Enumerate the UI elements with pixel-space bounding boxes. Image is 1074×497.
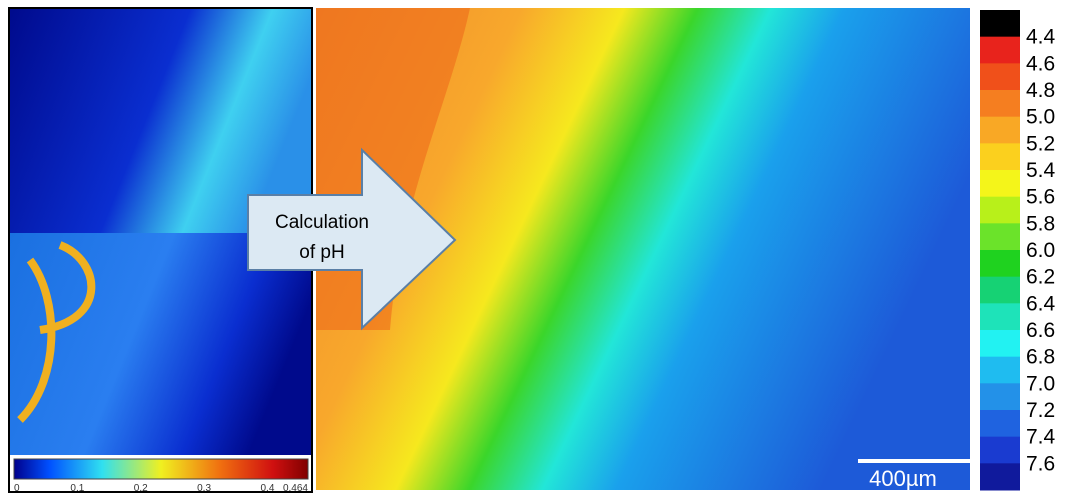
colorbar-label: 5.4: [1026, 159, 1056, 182]
colorbar-label: 7.0: [1026, 372, 1055, 395]
small-colorbar-label: 0: [14, 483, 20, 494]
colorbar-segment: [980, 277, 1020, 304]
colorbar-label: 7.2: [1026, 399, 1055, 422]
colorbar-segment: [980, 90, 1020, 117]
colorbar-segment: [980, 63, 1020, 90]
colorbar-label: 7.4: [1026, 426, 1056, 449]
colorbar-segment: [980, 357, 1020, 384]
arrow-label: of pH: [299, 242, 344, 263]
colorbar-label: 7.6: [1026, 452, 1055, 475]
colorbar-segment: [980, 250, 1020, 277]
colorbar-segment: [980, 223, 1020, 250]
colorbar-segment: [980, 383, 1020, 410]
colorbar-label: 5.2: [1026, 132, 1055, 155]
colorbar-segment: [980, 37, 1020, 64]
colorbar-label: 6.8: [1026, 346, 1055, 369]
colorbar-segment: [980, 117, 1020, 144]
colorbar: 4.4 4.6 4.8 5.0 5.2 5.4 5.6 5.8 6.0 6.2 6.4 6.6 6.8 7…: [980, 10, 1056, 491]
colorbar-label: 5.0: [1026, 106, 1055, 129]
small-colorbar-label: 0.2: [134, 483, 148, 494]
colorbar-label: 5.8: [1026, 212, 1055, 235]
colorbar-label: 4.6: [1026, 52, 1055, 75]
colorbar-label: 6.2: [1026, 266, 1055, 289]
scale-bar-label: 400µm: [869, 466, 937, 491]
figure: 0 0.1 0.2 0.3 0.4 0.464 Calculation of pH 400…: [0, 0, 1074, 497]
colorbar-segment: [980, 410, 1020, 437]
small-colorbar-label: 0.464: [283, 483, 308, 494]
colorbar-label: 4.8: [1026, 79, 1055, 102]
colorbar-label: 6.4: [1026, 292, 1056, 315]
colorbar-label: 6.6: [1026, 319, 1055, 342]
colorbar-segment: [980, 330, 1020, 357]
colorbar-label: 4.4: [1026, 26, 1056, 49]
colorbar-segment: [980, 303, 1020, 330]
small-colorbar: [14, 459, 308, 479]
colorbar-segment: [980, 170, 1020, 197]
colorbar-segment: [980, 10, 1020, 37]
small-colorbar-label: 0.3: [197, 483, 211, 494]
colorbar-segment: [980, 197, 1020, 224]
page: 0 0.1 0.2 0.3 0.4 0.464 Calculation of pH 400…: [0, 0, 1074, 497]
colorbar-segment: [980, 437, 1020, 464]
arrow-label: Calculation: [275, 212, 369, 233]
colorbar-segment: [980, 463, 1020, 490]
colorbar-label: 6.0: [1026, 239, 1055, 262]
small-colorbar-label: 0.4: [260, 483, 274, 494]
small-colorbar-label: 0.1: [70, 483, 84, 494]
colorbar-label: 5.6: [1026, 186, 1055, 209]
colorbar-segment: [980, 143, 1020, 170]
